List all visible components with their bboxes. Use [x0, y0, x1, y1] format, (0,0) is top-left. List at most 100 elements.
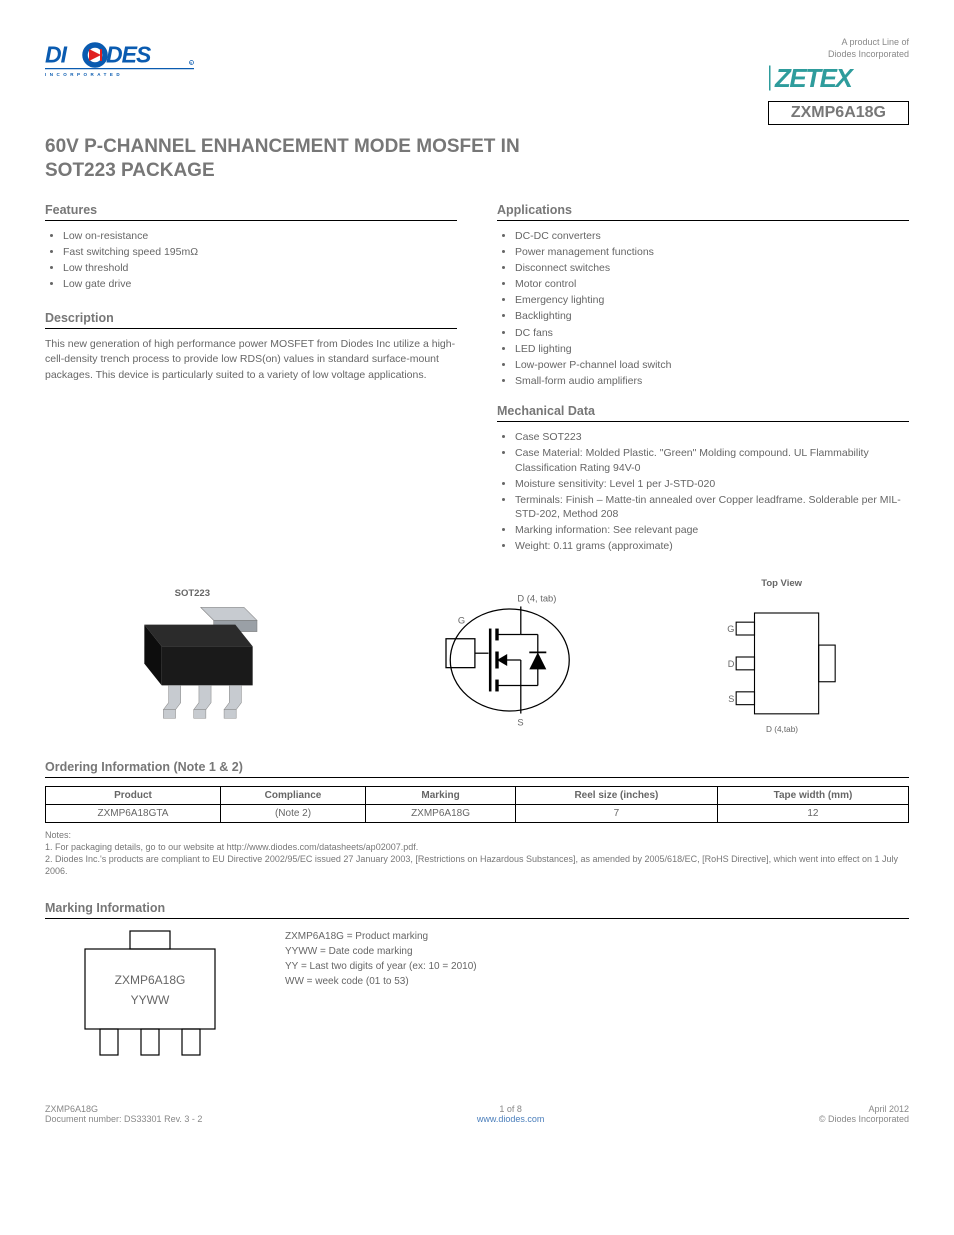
- legend-line: WW = week code (01 to 53): [285, 974, 477, 989]
- application-item: Motor control: [515, 277, 909, 291]
- title-block: 60V P-CHANNEL ENHANCEMENT MODE MOSFET IN…: [45, 135, 909, 183]
- cell-tape: 12: [717, 804, 908, 822]
- title-line2: SOT223 PACKAGE: [45, 159, 909, 183]
- mechanical-item: Case SOT223: [515, 430, 909, 444]
- diodes-logo-svg: DI DES R INCORPORATED: [45, 35, 205, 85]
- svg-text:S: S: [517, 718, 523, 728]
- pinout-svg: G D S D (4,tab): [727, 593, 837, 743]
- col-marking: Marking: [366, 786, 516, 804]
- schematic-symbol: D (4, tab) G S: [412, 585, 582, 738]
- application-item: LED lighting: [515, 342, 909, 356]
- title-line1: 60V P-CHANNEL ENHANCEMENT MODE MOSFET IN: [45, 135, 909, 159]
- marking-line1: ZXMP6A18G: [115, 973, 186, 987]
- features-list: Low on-resistance Fast switching speed 1…: [45, 229, 457, 292]
- marking-content: ZXMP6A18G YYWW ZXMP6A18G = Product marki…: [45, 929, 909, 1069]
- mechanical-item: Case Material: Molded Plastic. "Green" M…: [515, 446, 909, 474]
- col-compliance: Compliance: [220, 786, 365, 804]
- svg-text:D: D: [727, 659, 734, 669]
- feature-item: Low on-resistance: [63, 229, 457, 243]
- svg-text:DI: DI: [45, 42, 68, 68]
- application-item: Disconnect switches: [515, 261, 909, 275]
- mechanical-item: Terminals: Finish – Matte-tin annealed o…: [515, 493, 909, 521]
- cell-compliance: (Note 2): [220, 804, 365, 822]
- table-row: ZXMP6A18GTA (Note 2) ZXMP6A18G 7 12: [46, 804, 909, 822]
- features-heading: Features: [45, 203, 457, 221]
- svg-text:D (4,tab): D (4,tab): [766, 725, 798, 734]
- package-3d-svg: [117, 603, 267, 733]
- mechanical-list: Case SOT223 Case Material: Molded Plasti…: [497, 430, 909, 553]
- ordering-notes: Notes: 1. For packaging details, go to o…: [45, 829, 909, 878]
- package-3d-label: SOT223: [117, 588, 267, 599]
- page-header: DI DES R INCORPORATED A product Line of …: [45, 35, 909, 125]
- ordering-table: Product Compliance Marking Reel size (in…: [45, 786, 909, 823]
- col-tape: Tape width (mm): [717, 786, 908, 804]
- note-1: 1. For packaging details, go to our webs…: [45, 841, 909, 853]
- zetex-subtitle1: A product Line of: [841, 37, 909, 47]
- application-item: Small-form audio amplifiers: [515, 374, 909, 388]
- footer-link[interactable]: www.diodes.com: [477, 1114, 545, 1124]
- right-column: Applications DC-DC converters Power mana…: [497, 203, 909, 556]
- page-footer: ZXMP6A18G Document number: DS33301 Rev. …: [45, 1104, 909, 1124]
- applications-list: DC-DC converters Power management functi…: [497, 229, 909, 389]
- cell-product: ZXMP6A18GTA: [46, 804, 221, 822]
- footer-date: April 2012: [819, 1104, 909, 1114]
- footer-left: ZXMP6A18G Document number: DS33301 Rev. …: [45, 1104, 202, 1124]
- note-2: 2. Diodes Inc.'s products are compliant …: [45, 853, 909, 877]
- application-item: Emergency lighting: [515, 293, 909, 307]
- footer-page: 1 of 8: [202, 1104, 818, 1114]
- svg-text:G: G: [727, 624, 734, 634]
- application-item: Low-power P-channel load switch: [515, 358, 909, 372]
- diodes-logo: DI DES R INCORPORATED: [45, 35, 205, 85]
- svg-text:D (4, tab): D (4, tab): [517, 593, 556, 603]
- description-heading: Description: [45, 311, 457, 329]
- svg-text:DES: DES: [106, 42, 152, 68]
- pinout-topview: Top View G D S D (4,tab): [727, 578, 837, 746]
- legend-line: YYWW = Date code marking: [285, 944, 477, 959]
- feature-item: Low gate drive: [63, 277, 457, 291]
- legend-line: ZXMP6A18G = Product marking: [285, 929, 477, 944]
- table-header-row: Product Compliance Marking Reel size (in…: [46, 786, 909, 804]
- mechanical-item: Marking information: See relevant page: [515, 523, 909, 537]
- application-item: DC fans: [515, 326, 909, 340]
- graphic-row: SOT223: [45, 578, 909, 746]
- ordering-heading: Ordering Information (Note 1 & 2): [45, 760, 909, 778]
- applications-heading: Applications: [497, 203, 909, 221]
- zetex-subtitle2: Diodes Incorporated: [828, 49, 909, 59]
- application-item: DC-DC converters: [515, 229, 909, 243]
- mechanical-heading: Mechanical Data: [497, 404, 909, 422]
- cell-marking: ZXMP6A18G: [366, 804, 516, 822]
- zetex-logo: ZETEX: [769, 59, 909, 97]
- marking-legend: ZXMP6A18G = Product marking YYWW = Date …: [285, 929, 477, 989]
- footer-right: April 2012 © Diodes Incorporated: [819, 1104, 909, 1124]
- cell-reel: 7: [515, 804, 717, 822]
- footer-center: 1 of 8 www.diodes.com: [202, 1104, 818, 1124]
- application-item: Power management functions: [515, 245, 909, 259]
- mechanical-item: Weight: 0.11 grams (approximate): [515, 539, 909, 553]
- svg-text:S: S: [728, 694, 734, 704]
- package-3d: SOT223: [117, 588, 267, 736]
- note-text: Notes:: [45, 829, 909, 841]
- mechanical-item: Moisture sensitivity: Level 1 per J-STD-…: [515, 477, 909, 491]
- application-item: Backlighting: [515, 309, 909, 323]
- two-column-layout: Features Low on-resistance Fast switchin…: [45, 203, 909, 556]
- pinout-label: Top View: [727, 578, 837, 589]
- feature-item: Fast switching speed 195mΩ: [63, 245, 457, 259]
- zetex-brand-block: A product Line of Diodes Incorporated ZE…: [768, 35, 909, 125]
- marking-line2: YYWW: [131, 993, 170, 1007]
- feature-item: Low threshold: [63, 261, 457, 275]
- legend-line: YY = Last two digits of year (ex: 10 = 2…: [285, 959, 477, 974]
- description-text: This new generation of high performance …: [45, 337, 457, 383]
- part-number-box: ZXMP6A18G: [768, 101, 909, 125]
- marking-heading: Marking Information: [45, 901, 909, 919]
- col-product: Product: [46, 786, 221, 804]
- footer-doc: Document number: DS33301 Rev. 3 - 2: [45, 1114, 202, 1124]
- left-column: Features Low on-resistance Fast switchin…: [45, 203, 457, 556]
- footer-part: ZXMP6A18G: [45, 1104, 202, 1114]
- marking-svg: ZXMP6A18G YYWW: [45, 929, 255, 1069]
- svg-text:INCORPORATED: INCORPORATED: [45, 72, 123, 77]
- schematic-svg: D (4, tab) G S: [412, 585, 582, 735]
- svg-text:G: G: [458, 616, 465, 626]
- svg-text:ZETEX: ZETEX: [774, 63, 854, 93]
- col-reel: Reel size (inches): [515, 786, 717, 804]
- footer-copyright: © Diodes Incorporated: [819, 1114, 909, 1124]
